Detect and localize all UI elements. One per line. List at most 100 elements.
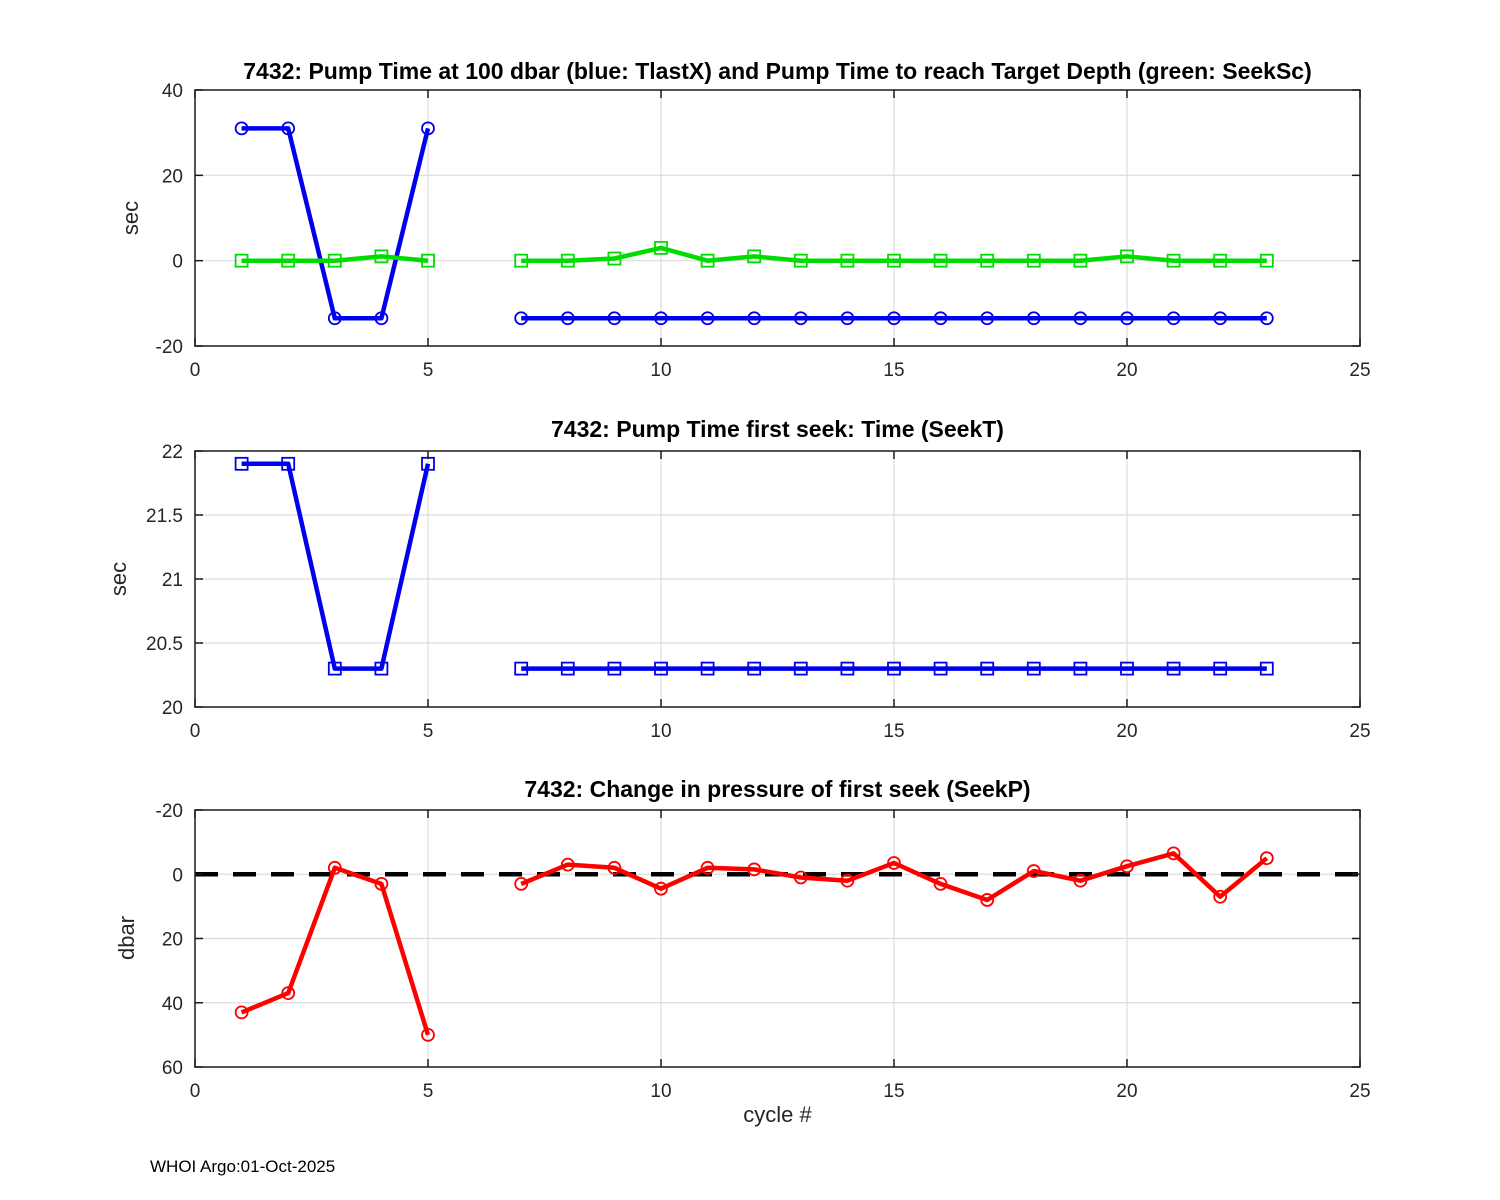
y-tick-label: 21.5 — [146, 506, 183, 527]
y-tick-label: 40 — [162, 994, 183, 1015]
marker-circle-tlastx — [514, 311, 529, 326]
marker-square-seeksc — [421, 253, 435, 268]
marker-square-seekt — [1073, 661, 1088, 676]
marker-circle-tlastx — [980, 311, 995, 326]
marker-square-seekt — [933, 661, 948, 676]
x-tick-label: 20 — [1116, 360, 1137, 381]
marker-circle-tlastx — [840, 311, 855, 326]
x-tick-label: 15 — [883, 360, 904, 381]
marker-square-seekt — [887, 661, 901, 676]
marker-square-seekt — [1026, 661, 1041, 676]
marker-square-seeksc — [1259, 253, 1274, 268]
marker-square-seeksc — [327, 253, 342, 268]
marker-square-seekt — [607, 661, 622, 676]
marker-circle-tlastx — [887, 311, 901, 326]
series-line-seeksc — [241, 245, 1267, 263]
marker-circle-tlastx — [747, 311, 762, 326]
marker-circle-seekp — [607, 860, 622, 875]
marker-circle-seekp — [1259, 851, 1274, 866]
marker-square-seeksc — [840, 253, 855, 268]
x-tick-label: 0 — [190, 360, 201, 381]
marker-circle-seekp — [374, 876, 389, 891]
marker-square-seekt — [747, 661, 762, 676]
marker-square-seekt — [654, 661, 668, 676]
y-tick-label: 20.5 — [146, 634, 183, 655]
marker-circle-tlastx — [1120, 311, 1134, 326]
series-line-seekt — [241, 461, 1267, 671]
marker-square-seeksc — [514, 253, 529, 268]
marker-circle-seekp — [887, 856, 901, 870]
x-tick-label: 10 — [650, 1081, 671, 1102]
y-tick-label: -20 — [156, 801, 183, 822]
x-tick-label: 10 — [650, 721, 671, 742]
marker-square-seeksc — [887, 253, 901, 268]
marker-circle-tlastx — [421, 121, 435, 136]
marker-square-seekt — [840, 661, 855, 676]
marker-square-seekt — [281, 456, 296, 471]
x-tick-label: 5 — [423, 360, 434, 381]
marker-square-seeksc — [560, 253, 575, 268]
marker-square-seeksc — [1213, 253, 1228, 268]
x-tick-label: 10 — [650, 360, 671, 381]
marker-circle-seekp — [840, 873, 855, 888]
y-tick-label: 60 — [162, 1058, 183, 1079]
marker-circle-tlastx — [234, 121, 249, 136]
marker-square-seekt — [700, 661, 715, 676]
marker-circle-tlastx — [1166, 311, 1181, 326]
y-tick-label: 21 — [162, 570, 183, 591]
marker-square-seeksc — [793, 253, 808, 268]
marker-circle-seekp — [281, 986, 296, 1001]
marker-square-seeksc — [234, 253, 249, 268]
marker-circle-seekp — [1026, 864, 1041, 878]
x-axis-label: cycle # — [743, 1102, 812, 1127]
x-tick-label: 0 — [190, 1081, 201, 1102]
marker-circle-tlastx — [1213, 311, 1228, 326]
marker-circle-tlastx — [374, 311, 389, 326]
marker-circle-seekp — [234, 1005, 249, 1020]
marker-circle-seekp — [980, 893, 995, 907]
marker-circle-tlastx — [327, 311, 342, 326]
marker-circle-seekp — [421, 1027, 435, 1042]
y-tick-label: 40 — [162, 81, 183, 102]
y-tick-label: 20 — [162, 930, 183, 951]
marker-square-seekt — [514, 661, 529, 676]
marker-circle-seekp — [747, 862, 762, 877]
marker-circle-tlastx — [1073, 311, 1088, 326]
marker-circle-tlastx — [933, 311, 948, 326]
y-tick-label: 0 — [172, 252, 183, 273]
marker-square-seekt — [793, 661, 808, 676]
y-tick-label: 20 — [162, 166, 183, 187]
subplot1-title: 7432: Pump Time at 100 dbar (blue: Tlast… — [243, 58, 1312, 84]
y-tick-label: 0 — [172, 865, 183, 886]
marker-square-seeksc — [607, 251, 622, 266]
marker-circle-seekp — [1213, 889, 1228, 904]
x-tick-label: 25 — [1349, 721, 1370, 742]
subplot3-ylabel: dbar — [114, 915, 139, 961]
x-tick-label: 5 — [423, 721, 434, 742]
marker-circle-seekp — [793, 870, 808, 885]
marker-circle-seekp — [327, 860, 342, 875]
x-tick-label: 5 — [423, 1081, 434, 1102]
subplot2-ylabel: sec — [106, 561, 131, 597]
marker-square-seekt — [1213, 661, 1228, 676]
x-tick-label: 15 — [883, 721, 904, 742]
marker-circle-seekp — [514, 876, 529, 891]
marker-circle-seekp — [700, 860, 715, 875]
marker-circle-tlastx — [1259, 311, 1274, 326]
marker-square-seekt — [980, 661, 995, 676]
x-tick-label: 0 — [190, 721, 201, 742]
y-tick-label: 20 — [162, 698, 183, 719]
marker-circle-tlastx — [793, 311, 808, 326]
marker-square-seekt — [1120, 661, 1134, 676]
y-tick-label: -20 — [156, 337, 183, 358]
marker-square-seekt — [560, 661, 575, 676]
marker-square-seeksc — [700, 253, 715, 268]
x-tick-label: 15 — [883, 1081, 904, 1102]
marker-circle-tlastx — [654, 311, 668, 326]
x-tick-label: 25 — [1349, 1081, 1370, 1102]
marker-square-seeksc — [980, 253, 995, 268]
marker-square-seeksc — [281, 253, 296, 268]
marker-circle-tlastx — [281, 121, 296, 136]
